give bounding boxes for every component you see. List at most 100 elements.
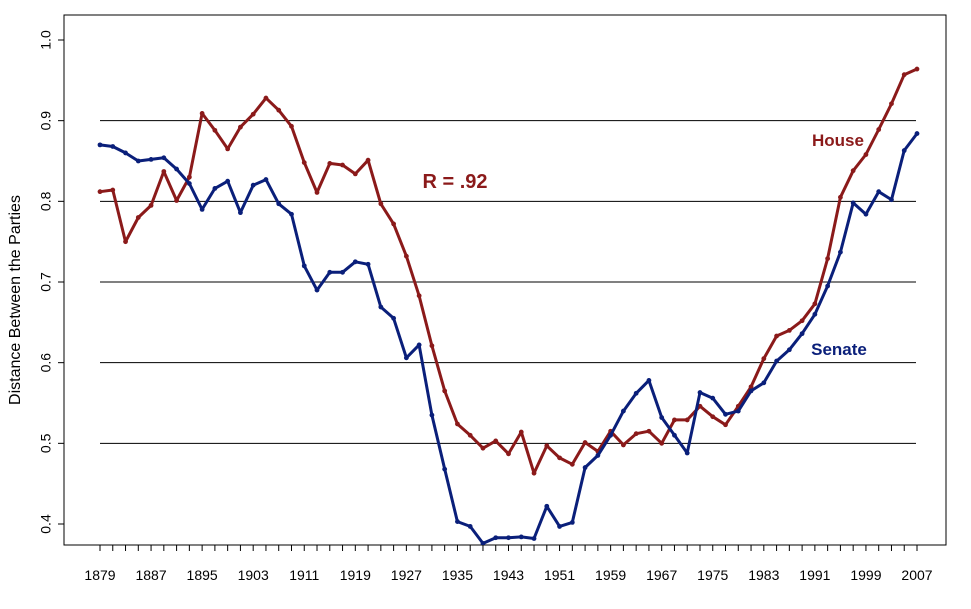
data-point-senate [659,415,665,420]
data-point-house [263,95,269,101]
data-point-house [289,123,294,129]
data-point-house [710,414,716,420]
data-point-house [199,111,205,116]
data-point-senate [263,177,269,182]
correlation-annotation: R = .92 [422,171,487,193]
data-point-senate [403,355,409,361]
data-point-house [799,318,805,324]
data-point-house [812,301,818,307]
data-point-house [301,160,307,166]
data-point-senate [455,519,460,524]
data-point-senate [774,358,779,364]
data-point-senate [582,465,588,470]
y-tick-label: 0.9 [38,111,54,131]
data-point-senate [327,269,333,275]
data-point-senate [646,378,652,383]
data-point-senate [876,189,882,195]
data-point-senate [314,287,320,293]
data-point-house [582,440,588,445]
data-point-house [250,111,256,117]
data-point-house [684,417,690,423]
y-tick-label: 0.7 [38,272,54,292]
data-point-senate [710,395,716,401]
data-point-senate [365,261,371,267]
data-point-house [531,470,537,476]
series-line-senate [98,132,919,545]
data-point-senate [633,390,639,396]
data-point-house [506,451,511,457]
data-point-senate [531,536,537,541]
y-tick-label: 0.5 [38,433,54,453]
data-point-house [761,356,767,362]
data-point-senate [506,535,511,541]
data-point-house [557,455,562,461]
data-point-house [569,461,575,467]
data-point-senate [901,148,907,153]
data-point-house [352,171,358,177]
data-point-senate [812,311,818,317]
data-point-senate [825,283,831,289]
data-point-house [416,293,422,299]
data-point-senate [672,432,677,438]
data-point-house [429,343,435,349]
x-tick-label: 1967 [646,567,677,583]
x-tick-label: 1959 [595,567,626,583]
data-point-senate [557,524,562,529]
data-point-house [646,428,652,434]
data-point-senate [569,519,575,525]
data-point-senate [276,201,282,207]
data-point-house [480,445,486,451]
data-point-senate [442,466,448,472]
x-tick-label: 1983 [748,567,779,583]
data-point-house [748,384,754,390]
data-point-senate [850,200,856,206]
data-point-senate [174,166,179,172]
plot-frame [63,14,947,546]
series-line-house [98,67,919,475]
data-point-house [633,431,639,437]
x-tick-label: 2007 [901,567,932,583]
data-point-senate [225,178,231,184]
series-label-house: House [812,131,864,150]
y-tick-label: 0.8 [38,191,54,211]
data-point-house [493,438,499,444]
data-point-senate [838,249,843,255]
x-tick-label: 1991 [799,567,830,583]
data-point-senate [352,259,358,265]
data-point-senate [786,347,792,353]
data-point-senate [238,210,243,216]
data-point-house [174,198,179,203]
data-point-house [148,202,154,208]
data-point-senate [863,211,869,217]
data-point-house [838,194,843,200]
data-point-house [97,189,103,195]
data-point-senate [735,408,741,414]
y-tick-label: 0.6 [38,353,54,373]
data-point-house [378,201,384,207]
data-point-house [123,239,128,245]
data-point-house [786,328,792,333]
data-point-senate [608,432,614,438]
data-point-senate [684,450,690,456]
y-tick-label: 0.4 [38,514,54,534]
data-point-house [391,221,397,227]
x-tick-label: 1943 [493,567,524,583]
data-point-house [161,169,167,174]
data-point-senate [250,182,256,188]
data-point-house [467,432,473,438]
data-point-house [825,256,831,262]
data-point-house [863,152,869,157]
x-tick-label: 1935 [442,567,473,583]
data-point-senate [135,158,141,164]
y-axis-label: Distance Between the Parties [7,195,24,405]
x-tick-label: 1975 [697,567,728,583]
x-tick-label: 1879 [84,567,115,583]
data-point-senate [199,207,205,212]
y-tick-label: 1.0 [38,30,54,50]
data-point-house [340,162,345,168]
data-point-house [276,107,282,113]
x-tick-label: 1951 [544,567,575,583]
data-point-senate [697,390,703,395]
data-point-house [518,429,524,435]
